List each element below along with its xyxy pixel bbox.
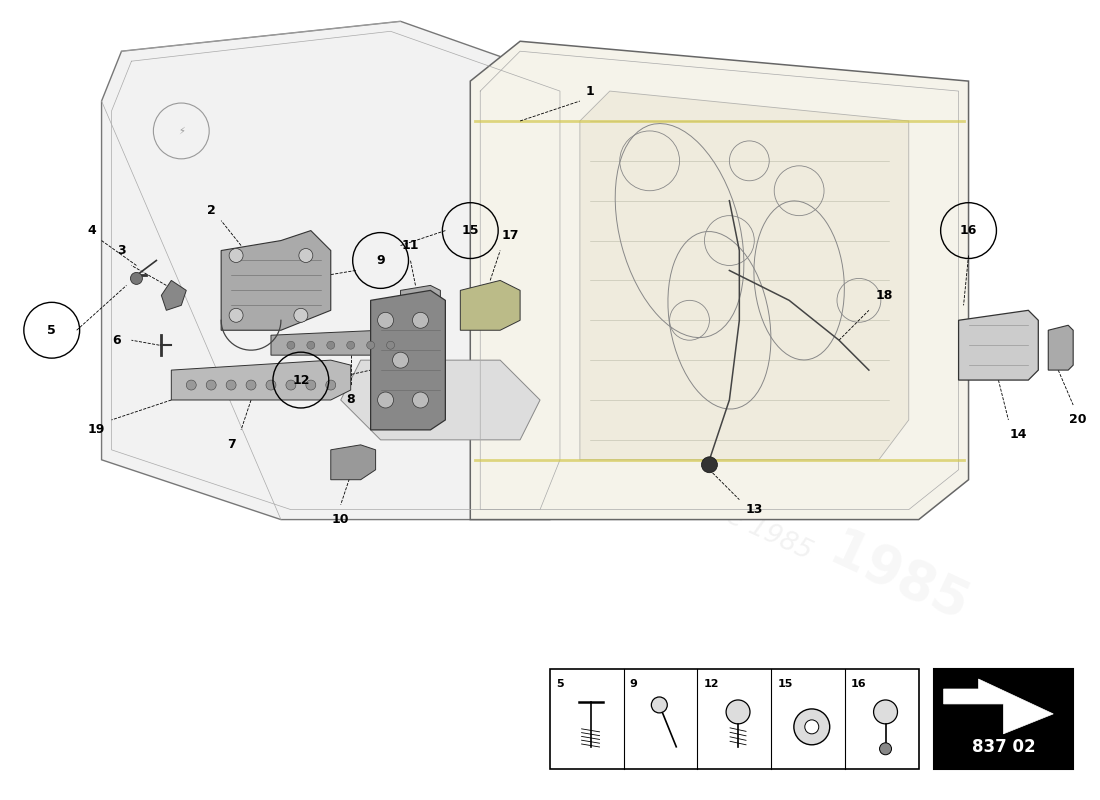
Text: 8: 8 xyxy=(346,394,355,406)
Circle shape xyxy=(702,457,717,473)
Polygon shape xyxy=(221,230,331,330)
Text: 3: 3 xyxy=(118,244,125,257)
Circle shape xyxy=(186,380,196,390)
Polygon shape xyxy=(471,42,968,519)
Text: 16: 16 xyxy=(960,224,977,237)
Polygon shape xyxy=(172,360,351,400)
Circle shape xyxy=(326,380,336,390)
Text: 1: 1 xyxy=(585,85,594,98)
Text: 837 02: 837 02 xyxy=(971,738,1035,756)
Text: 10: 10 xyxy=(332,513,350,526)
Circle shape xyxy=(346,342,354,349)
Polygon shape xyxy=(400,286,440,320)
Circle shape xyxy=(307,342,315,349)
Polygon shape xyxy=(341,360,540,440)
Text: 15: 15 xyxy=(462,224,478,237)
Circle shape xyxy=(299,249,312,262)
Text: eurospares: eurospares xyxy=(425,261,835,499)
Polygon shape xyxy=(101,22,570,519)
Text: 2: 2 xyxy=(207,204,216,217)
Circle shape xyxy=(377,392,394,408)
Text: 18: 18 xyxy=(876,289,892,302)
Circle shape xyxy=(227,380,236,390)
Polygon shape xyxy=(580,91,909,460)
Circle shape xyxy=(386,342,395,349)
Polygon shape xyxy=(331,445,375,480)
FancyBboxPatch shape xyxy=(934,669,1074,769)
Text: 6: 6 xyxy=(112,334,121,346)
Circle shape xyxy=(286,380,296,390)
Circle shape xyxy=(287,342,295,349)
Circle shape xyxy=(366,342,375,349)
Text: 7: 7 xyxy=(227,438,235,451)
Polygon shape xyxy=(371,290,446,430)
Circle shape xyxy=(306,380,316,390)
Circle shape xyxy=(266,380,276,390)
Circle shape xyxy=(880,743,891,754)
Text: 9: 9 xyxy=(629,679,638,689)
Text: 9: 9 xyxy=(376,254,385,267)
Circle shape xyxy=(206,380,217,390)
Polygon shape xyxy=(162,281,186,310)
Polygon shape xyxy=(271,330,400,355)
Text: 5: 5 xyxy=(47,324,56,337)
Circle shape xyxy=(794,709,829,745)
Text: 19: 19 xyxy=(88,423,106,436)
Circle shape xyxy=(131,273,142,285)
Circle shape xyxy=(327,342,334,349)
Text: 13: 13 xyxy=(746,503,763,516)
Circle shape xyxy=(246,380,256,390)
Text: 1985: 1985 xyxy=(822,525,977,634)
Circle shape xyxy=(412,312,428,328)
Text: a passion for parts since 1985: a passion for parts since 1985 xyxy=(443,374,816,566)
Circle shape xyxy=(873,700,898,724)
Circle shape xyxy=(229,308,243,322)
Text: 16: 16 xyxy=(851,679,867,689)
Text: 15: 15 xyxy=(778,679,793,689)
Circle shape xyxy=(651,697,668,713)
Circle shape xyxy=(412,392,428,408)
Text: 20: 20 xyxy=(1069,414,1087,426)
Polygon shape xyxy=(944,679,1053,734)
Text: 12: 12 xyxy=(704,679,719,689)
Circle shape xyxy=(229,249,243,262)
Text: 5: 5 xyxy=(556,679,563,689)
Circle shape xyxy=(726,700,750,724)
Polygon shape xyxy=(1048,326,1074,370)
Polygon shape xyxy=(958,310,1038,380)
Text: 17: 17 xyxy=(502,229,519,242)
Circle shape xyxy=(805,720,818,734)
Text: 4: 4 xyxy=(87,224,96,237)
Circle shape xyxy=(393,352,408,368)
Text: ⚡: ⚡ xyxy=(178,126,185,136)
Polygon shape xyxy=(460,281,520,330)
Text: 11: 11 xyxy=(402,239,419,252)
Circle shape xyxy=(377,312,394,328)
Circle shape xyxy=(294,308,308,322)
Text: 14: 14 xyxy=(1010,428,1027,442)
Text: 12: 12 xyxy=(293,374,309,386)
